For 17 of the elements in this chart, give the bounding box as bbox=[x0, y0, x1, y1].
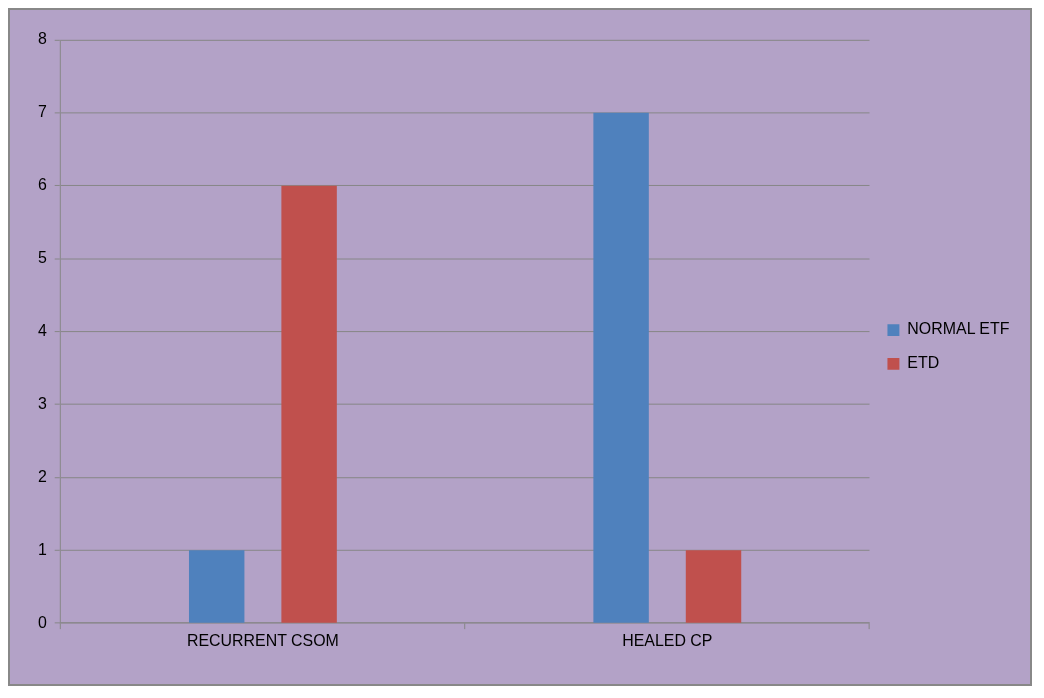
bar bbox=[593, 112, 649, 623]
y-tick-label: 7 bbox=[37, 103, 47, 121]
bar bbox=[685, 550, 742, 623]
legend-label: ETD bbox=[907, 354, 940, 372]
y-tick-label: 3 bbox=[37, 394, 47, 412]
y-tick-label: 2 bbox=[37, 467, 47, 485]
y-tick-label: 6 bbox=[37, 176, 47, 194]
y-tick-label: 5 bbox=[37, 248, 47, 266]
x-tick-label: HEALED CP bbox=[622, 632, 713, 650]
bar bbox=[281, 185, 337, 623]
bar bbox=[188, 550, 245, 623]
legend-label: NORMAL ETF bbox=[907, 320, 1010, 338]
y-tick-label: 4 bbox=[37, 321, 47, 339]
y-tick-label: 0 bbox=[37, 613, 47, 631]
y-tick-label: 8 bbox=[37, 30, 47, 48]
y-tick-label: 1 bbox=[37, 540, 47, 558]
x-tick-label: RECURRENT CSOM bbox=[186, 632, 339, 650]
